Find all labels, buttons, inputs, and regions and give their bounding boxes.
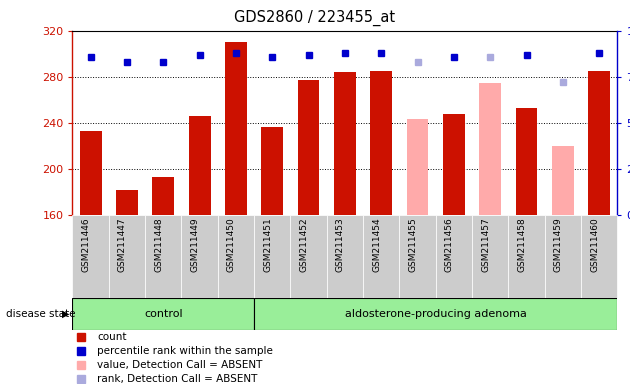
- Text: percentile rank within the sample: percentile rank within the sample: [97, 346, 273, 356]
- Bar: [290, 215, 327, 298]
- Text: GSM211454: GSM211454: [372, 217, 381, 272]
- Text: GSM211453: GSM211453: [336, 217, 345, 272]
- Bar: [443, 114, 465, 215]
- Bar: [254, 298, 617, 330]
- Text: aldosterone-producing adenoma: aldosterone-producing adenoma: [345, 309, 527, 319]
- Text: GSM211460: GSM211460: [590, 217, 599, 272]
- Text: GSM211455: GSM211455: [409, 217, 418, 272]
- Text: GSM211448: GSM211448: [154, 217, 163, 272]
- Bar: [218, 215, 254, 298]
- Bar: [545, 215, 581, 298]
- Text: disease state: disease state: [6, 309, 76, 319]
- Bar: [72, 215, 109, 298]
- Text: GDS2860 / 223455_at: GDS2860 / 223455_at: [234, 10, 396, 26]
- Text: GSM211459: GSM211459: [554, 217, 563, 272]
- Bar: [254, 215, 290, 298]
- Text: GSM211450: GSM211450: [227, 217, 236, 272]
- Bar: [508, 215, 545, 298]
- Bar: [109, 215, 145, 298]
- Text: GSM211458: GSM211458: [518, 217, 527, 272]
- Text: GSM211449: GSM211449: [191, 217, 200, 272]
- Bar: [181, 215, 218, 298]
- Bar: [334, 72, 356, 215]
- Bar: [581, 215, 617, 298]
- Bar: [588, 71, 610, 215]
- Bar: [152, 177, 174, 215]
- Bar: [479, 83, 501, 215]
- Bar: [436, 215, 472, 298]
- Text: GSM211452: GSM211452: [300, 217, 309, 272]
- Text: GSM211451: GSM211451: [263, 217, 272, 272]
- Text: count: count: [97, 332, 127, 342]
- Text: GSM211446: GSM211446: [82, 217, 91, 272]
- Text: rank, Detection Call = ABSENT: rank, Detection Call = ABSENT: [97, 374, 257, 384]
- Bar: [145, 215, 181, 298]
- Bar: [552, 146, 574, 215]
- Bar: [72, 298, 254, 330]
- Bar: [189, 116, 210, 215]
- Bar: [407, 119, 428, 215]
- Text: GSM211456: GSM211456: [445, 217, 454, 272]
- Bar: [298, 80, 319, 215]
- Bar: [472, 215, 508, 298]
- Bar: [116, 190, 138, 215]
- Bar: [80, 131, 101, 215]
- Bar: [399, 215, 436, 298]
- Text: ▶: ▶: [62, 309, 69, 319]
- Bar: [516, 108, 537, 215]
- Text: GSM211447: GSM211447: [118, 217, 127, 272]
- Bar: [363, 215, 399, 298]
- Bar: [261, 127, 283, 215]
- Text: value, Detection Call = ABSENT: value, Detection Call = ABSENT: [97, 360, 262, 370]
- Text: control: control: [144, 309, 183, 319]
- Bar: [225, 42, 247, 215]
- Bar: [370, 71, 392, 215]
- Text: GSM211457: GSM211457: [481, 217, 490, 272]
- Bar: [327, 215, 363, 298]
